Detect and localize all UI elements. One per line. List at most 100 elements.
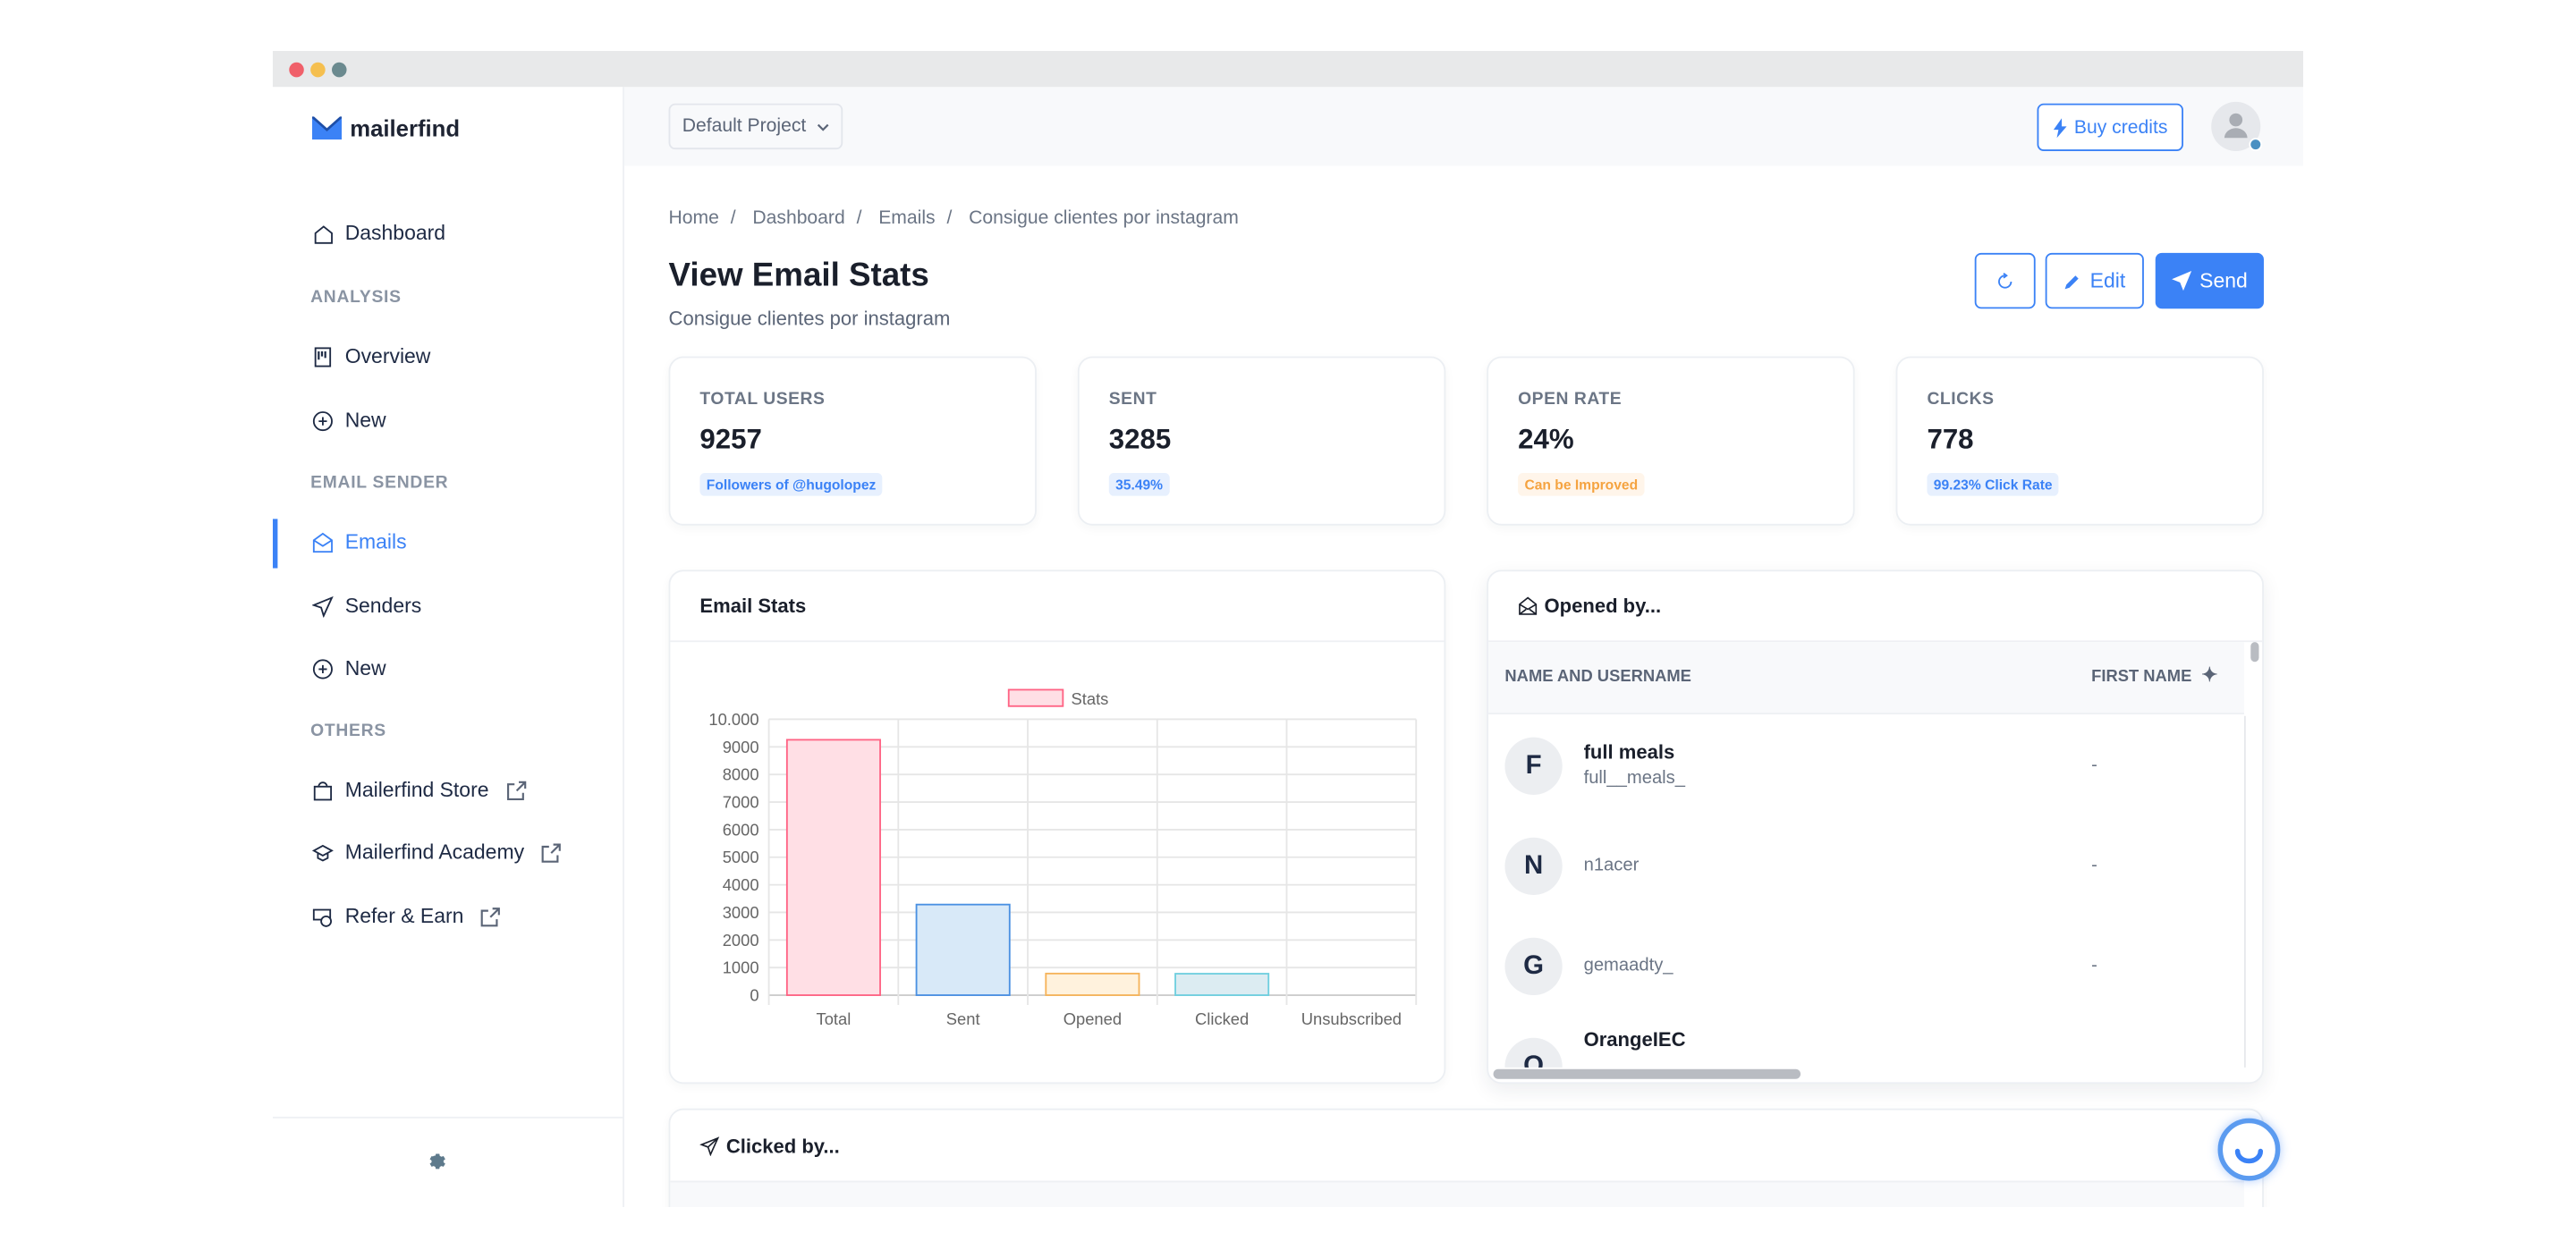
- stat-badge: 35.49%: [1108, 472, 1170, 496]
- stat-label: OPEN RATE: [1518, 389, 1623, 409]
- external-link-icon: [481, 907, 501, 926]
- sidebar-item-new[interactable]: New: [312, 409, 386, 432]
- lightning-icon: [2053, 117, 2066, 138]
- legend-swatch: [1007, 688, 1064, 707]
- chevron-down-icon: [817, 122, 828, 131]
- external-link-icon: [541, 842, 561, 862]
- buy-credits-button[interactable]: Buy credits: [2037, 103, 2183, 151]
- minimize-window-button[interactable]: [310, 62, 326, 78]
- gear-icon[interactable]: [428, 1152, 449, 1173]
- chat-widget-button[interactable]: [2217, 1118, 2281, 1181]
- sidebar-item-label: Refer & Earn: [344, 905, 464, 928]
- plus-circle-icon: [312, 658, 333, 679]
- stat-value: 24%: [1518, 423, 1574, 455]
- x-tick-label: Unsubscribed: [1301, 1009, 1402, 1028]
- app-window: mailerfind Dashboard ANALYSIS Overview N…: [272, 50, 2304, 1207]
- bar-total: [785, 739, 881, 996]
- graduation-cap-icon: [311, 843, 334, 861]
- opened-by-card: Opened by... NAME AND USERNAME FIRST NAM…: [1487, 570, 2264, 1085]
- table-header: NAME AND USERNAME FIRST NAME ✦: [1488, 642, 2244, 714]
- sidebar-item-label: New: [344, 656, 386, 680]
- sidebar-item-label: Mailerfind Academy: [344, 840, 525, 865]
- x-tick-label: Sent: [946, 1009, 980, 1028]
- send-icon: [699, 1136, 720, 1156]
- horizontal-scrollbar[interactable]: [1493, 1068, 1801, 1079]
- sparkle-icon[interactable]: ✦: [2201, 663, 2218, 687]
- envelope-open-icon: [312, 531, 333, 553]
- refresh-button[interactable]: [1974, 252, 2036, 309]
- email-stats-header: Email Stats: [670, 571, 1445, 643]
- stat-card-total-users: TOTAL USERS 9257 Followers of @hugolopez: [668, 356, 1037, 526]
- sidebar: mailerfind Dashboard ANALYSIS Overview N…: [272, 87, 624, 1207]
- sidebar-item-emails[interactable]: Emails: [312, 530, 407, 553]
- email-stats-title: Email Stats: [699, 594, 807, 618]
- legend-label: Stats: [1072, 689, 1109, 708]
- user-avatar[interactable]: [2211, 101, 2261, 151]
- row-name: OrangeIEC: [1583, 1027, 1686, 1051]
- buy-credits-label: Buy credits: [2073, 117, 2168, 138]
- nav-section-others: OTHERS: [310, 721, 386, 741]
- sidebar-item-label: Emails: [344, 530, 407, 553]
- table-edge: [2243, 715, 2246, 1068]
- vertical-scrollbar[interactable]: [2250, 642, 2259, 663]
- sidebar-item-mailerfind-store[interactable]: Mailerfind Store: [312, 778, 527, 802]
- breadcrumb: Home / Dashboard / Emails / Consigue client…: [668, 208, 1239, 229]
- sidebar-item-senders[interactable]: Senders: [311, 595, 421, 618]
- stat-label: CLICKS: [1927, 389, 1995, 409]
- row-first-name: -: [2091, 755, 2097, 775]
- sidebar-divider: [272, 1116, 624, 1119]
- table-row[interactable]: G gemaadty_ -: [1488, 916, 2244, 1017]
- pencil-icon: [2064, 274, 2080, 289]
- column-first-name[interactable]: FIRST NAME: [2091, 668, 2192, 687]
- edit-button[interactable]: Edit: [2045, 252, 2144, 309]
- clicked-by-header: Clicked by...: [670, 1110, 2262, 1181]
- page-subtitle: Consigue clientes por instagram: [668, 307, 951, 331]
- stat-badge: 99.23% Click Rate: [1927, 472, 2059, 496]
- y-tick-label: 2000: [723, 931, 759, 950]
- sidebar-item-dashboard[interactable]: Dashboard: [312, 222, 445, 245]
- sidebar-item-label: Dashboard: [344, 221, 446, 245]
- email-stats-card: Email Stats Stats 0 1000 2000 3000 4000 5000 60…: [668, 570, 1446, 1085]
- top-header: Default Project Buy credits: [623, 87, 2304, 166]
- project-selector[interactable]: Default Project: [668, 103, 843, 150]
- y-tick-label: 1000: [723, 958, 759, 977]
- page-title: View Email Stats: [668, 258, 929, 294]
- sidebar-item-mailerfind-academy[interactable]: Mailerfind Academy: [311, 840, 562, 865]
- breadcrumb-dashboard[interactable]: Dashboard: [752, 208, 845, 229]
- external-link-icon: [506, 780, 526, 800]
- sidebar-item-new[interactable]: New: [312, 657, 386, 680]
- y-tick-label: 8000: [723, 765, 759, 784]
- bar-opened: [1045, 972, 1140, 996]
- x-tick-label: Clicked: [1195, 1009, 1249, 1028]
- sidebar-item-refer-earn[interactable]: Refer & Earn: [312, 905, 502, 928]
- opened-by-title: Opened by...: [1544, 594, 1662, 618]
- plus-circle-icon: [312, 410, 333, 431]
- send-button[interactable]: Send: [2155, 252, 2264, 309]
- stat-card-clicks: CLICKS 778 99.23% Click Rate: [1895, 356, 2264, 526]
- clicked-by-card: Clicked by...: [668, 1108, 2264, 1207]
- row-first-name: -: [2091, 855, 2097, 875]
- stat-value: 3285: [1108, 423, 1172, 455]
- table-row[interactable]: N n1acer -: [1488, 816, 2244, 916]
- opened-by-header: Opened by...: [1488, 571, 2263, 643]
- breadcrumb-home[interactable]: Home: [668, 208, 719, 229]
- clicked-by-title: Clicked by...: [725, 1134, 840, 1157]
- y-tick-label: 7000: [723, 792, 759, 811]
- column-name-username[interactable]: NAME AND USERNAME: [1504, 668, 1691, 687]
- maximize-window-button[interactable]: [332, 62, 347, 78]
- active-indicator: [272, 519, 278, 569]
- stat-label: TOTAL USERS: [699, 389, 826, 409]
- breadcrumb-emails[interactable]: Emails: [878, 208, 936, 229]
- x-tick-label: Total: [817, 1009, 852, 1028]
- sidebar-item-overview[interactable]: Overview: [312, 345, 430, 367]
- x-tick-label: Opened: [1063, 1009, 1122, 1028]
- close-window-button[interactable]: [289, 62, 304, 78]
- table-row[interactable]: O OrangeIEC: [1488, 1017, 2244, 1068]
- sidebar-item-label: Mailerfind Store: [344, 778, 489, 802]
- brand-logo[interactable]: mailerfind: [311, 115, 460, 141]
- bar-clicked: [1174, 973, 1270, 996]
- stat-value: 778: [1927, 423, 1974, 455]
- table-row[interactable]: F full meals full__meals_ -: [1488, 716, 2244, 816]
- email-stats-chart: Stats 0 1000 2000 3000 4000 5000 6000 7000 8000 90…: [708, 688, 1418, 1028]
- y-tick-label: 5000: [723, 848, 759, 866]
